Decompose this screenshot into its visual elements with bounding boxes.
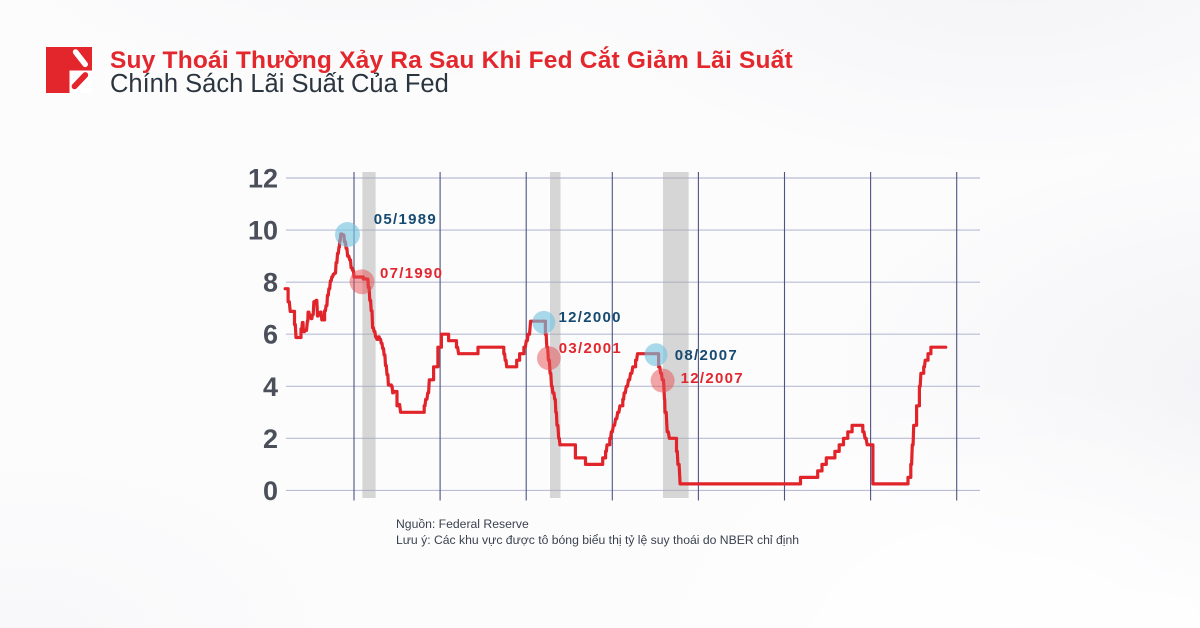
svg-text:6: 6 bbox=[263, 320, 278, 350]
svg-text:12/2000: 12/2000 bbox=[559, 309, 622, 326]
svg-text:12/2007: 12/2007 bbox=[681, 370, 744, 387]
svg-text:05/1989: 05/1989 bbox=[374, 211, 437, 228]
svg-text:07/1990: 07/1990 bbox=[380, 265, 443, 282]
svg-text:10: 10 bbox=[248, 216, 278, 246]
svg-text:03/2001: 03/2001 bbox=[559, 340, 622, 357]
svg-text:0: 0 bbox=[263, 476, 278, 506]
svg-text:4: 4 bbox=[263, 372, 278, 402]
svg-text:8: 8 bbox=[263, 268, 278, 298]
svg-text:12: 12 bbox=[248, 164, 278, 194]
svg-text:08/2007: 08/2007 bbox=[675, 347, 738, 364]
svg-text:2: 2 bbox=[263, 424, 278, 454]
